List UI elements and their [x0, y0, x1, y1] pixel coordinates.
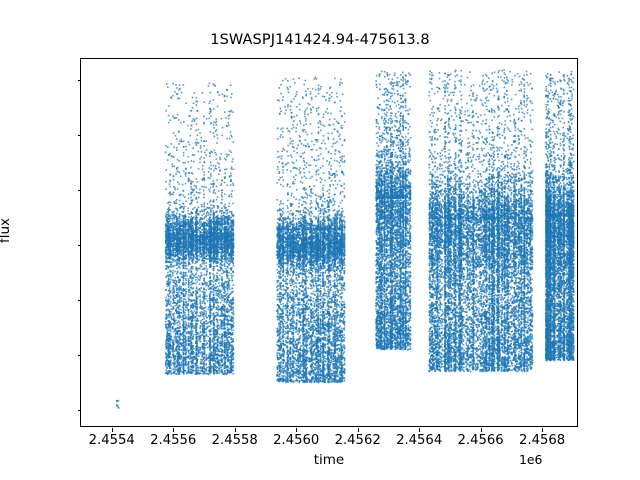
x-axis-label: time [313, 452, 345, 468]
scatter-plot-canvas [81, 59, 579, 428]
x-tick-label: 2.4568 [519, 433, 566, 448]
x-tick-label: 2.4560 [273, 433, 320, 448]
plot-axes: 18202224262830 2.45542.45562.45582.45602… [77, 58, 579, 448]
x-tick-label: 2.4562 [334, 433, 381, 448]
x-tick-mark [111, 428, 113, 432]
x-tick-label: 2.4558 [211, 433, 258, 448]
y-tick-mark [77, 79, 81, 81]
x-tick-mark [357, 428, 359, 432]
x-tick-mark [296, 428, 298, 432]
x-tick-mark [173, 428, 175, 432]
x-tick-label: 2.4554 [88, 433, 135, 448]
page-title: 1SWASPJ141424.94-475613.8 [210, 32, 430, 48]
y-axis-label: flux [0, 217, 13, 243]
y-tick-mark [77, 189, 81, 191]
x-tick-label: 2.4556 [150, 433, 197, 448]
x-tick-mark [234, 428, 236, 432]
x-tick-mark [480, 428, 482, 432]
x-tick-label: 2.4564 [396, 433, 443, 448]
x-tick-label: 2.4566 [457, 433, 504, 448]
x-tick-mark [419, 428, 421, 432]
x-axis-offset-label: 1e6 [519, 452, 543, 467]
y-tick-mark [77, 410, 81, 412]
y-tick-mark [77, 355, 81, 357]
y-tick-mark [77, 134, 81, 136]
y-tick-mark [77, 244, 81, 246]
x-tick-mark [542, 428, 544, 432]
y-tick-mark [77, 299, 81, 301]
